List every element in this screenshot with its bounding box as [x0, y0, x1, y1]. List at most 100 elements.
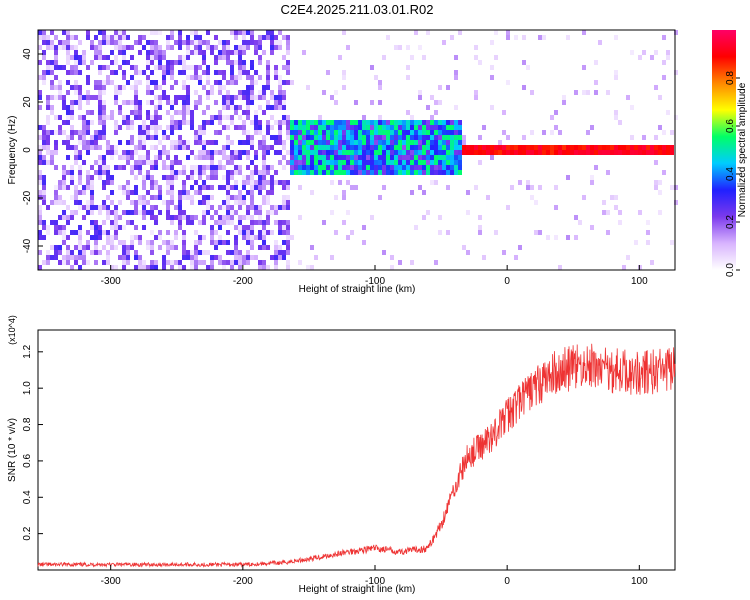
spectrogram-cell — [146, 115, 150, 120]
spectrogram-cell — [382, 165, 386, 170]
spectrogram-cell — [214, 255, 218, 260]
spectrogram-cell — [86, 140, 90, 145]
spectrogram-cell — [534, 145, 538, 150]
spectrogram-cell — [330, 180, 334, 185]
spectrogram-cell — [122, 240, 126, 245]
spectrogram-cell — [650, 55, 654, 60]
spectrogram-cell — [226, 180, 230, 185]
spectrogram-cell — [382, 170, 386, 175]
spectrogram-cell — [170, 175, 174, 180]
spectrogram-cell — [310, 190, 314, 195]
spectrogram-cell — [674, 115, 678, 120]
colorbar-tick-label: 0.2 — [725, 215, 736, 229]
spectrogram-cell — [282, 225, 286, 230]
spectrogram-cell — [158, 45, 162, 50]
spectrogram-cell — [142, 175, 146, 180]
spectrogram-cell — [442, 150, 446, 155]
spectrogram-cell — [214, 70, 218, 75]
spectrogram-cell — [54, 50, 58, 55]
spectrogram-cell — [162, 65, 166, 70]
spectrogram-cell — [238, 150, 242, 155]
spectrogram-cell — [394, 120, 398, 125]
spectrogram-cell — [270, 230, 274, 235]
spectrogram-cell — [602, 200, 606, 205]
spectrogram-cell — [214, 35, 218, 40]
spectrogram-cell — [346, 125, 350, 130]
spectrogram-cell — [110, 240, 114, 245]
spectrogram-cell — [602, 145, 606, 150]
spectrogram-cell — [70, 145, 74, 150]
spectrogram-cell — [54, 75, 58, 80]
spectrogram-cell — [98, 120, 102, 125]
spectrogram-cell — [122, 115, 126, 120]
spectrogram-cell — [346, 45, 350, 50]
spectrogram-cell — [158, 60, 162, 65]
spectrogram-cell — [194, 240, 198, 245]
spectrogram-cell — [42, 70, 46, 75]
spectrogram-cell — [98, 30, 102, 35]
spectrogram-cell — [322, 220, 326, 225]
spectrogram-cell — [274, 70, 278, 75]
spectrogram-cell — [262, 95, 266, 100]
spectrogram-cell — [330, 130, 334, 135]
spectrogram-cell — [362, 120, 366, 125]
spectrogram-cell — [454, 170, 458, 175]
spectrogram-cell — [182, 140, 186, 145]
spectrogram-cell — [170, 140, 174, 145]
spectrogram-cell — [366, 140, 370, 145]
spectrogram-cell — [202, 180, 206, 185]
spectrogram-cell — [282, 80, 286, 85]
spectrogram-cell — [222, 185, 226, 190]
spectrogram-cell — [58, 200, 62, 205]
spectrogram-cell — [66, 80, 70, 85]
spectrogram-cell — [322, 90, 326, 95]
spectrogram-cell — [66, 235, 70, 240]
spectrogram-cell — [90, 165, 94, 170]
spectrogram-cell — [266, 180, 270, 185]
spectrogram-cell — [526, 180, 530, 185]
spectrogram-cell — [610, 195, 614, 200]
spectrogram-cell — [274, 180, 278, 185]
spectrogram-cell — [42, 220, 46, 225]
spectrogram-cell — [306, 135, 310, 140]
spectrogram-cell — [94, 235, 98, 240]
spectrogram-cell — [462, 135, 466, 140]
spectrogram-cell — [382, 155, 386, 160]
spectrogram-cell — [114, 145, 118, 150]
spectrogram-cell — [70, 210, 74, 215]
spectrogram-cell — [174, 245, 178, 250]
spectrogram-cell — [406, 170, 410, 175]
spectrogram-cell — [242, 40, 246, 45]
spectrogram-cell — [226, 95, 230, 100]
spectrogram-cell — [254, 165, 258, 170]
spectrogram-cell — [418, 95, 422, 100]
spectrogram-cell — [254, 235, 258, 240]
spectrogram-cell — [126, 190, 130, 195]
spectrogram-cell — [94, 220, 98, 225]
spectrogram-cell — [494, 145, 498, 150]
spectrogram-cell — [614, 205, 618, 210]
spectrogram-cell — [330, 255, 334, 260]
spectrogram-cell — [286, 205, 290, 210]
spectrogram-cell — [438, 170, 442, 175]
spectrogram-cell — [78, 60, 82, 65]
spectrogram-cell — [178, 260, 182, 265]
spectrogram-cell — [482, 255, 486, 260]
spectrogram-cell — [154, 115, 158, 120]
spectrogram-cell — [238, 190, 242, 195]
spectrogram-cell — [66, 215, 70, 220]
spectrogram-cell — [258, 140, 262, 145]
spectrogram-cell — [70, 35, 74, 40]
spectrogram-cell — [102, 245, 106, 250]
spectrogram-cell — [46, 45, 50, 50]
spectrogram-cell — [430, 160, 434, 165]
spectrogram-cell — [330, 95, 334, 100]
spectrogram-cell — [426, 105, 430, 110]
spectrogram-cell — [78, 180, 82, 185]
spectrogram-cell — [142, 200, 146, 205]
spectrogram-cell — [270, 205, 274, 210]
spectrogram-cell — [262, 175, 266, 180]
spectrogram-cell — [286, 35, 290, 40]
spectrogram-cell — [422, 215, 426, 220]
spectrogram-cell — [370, 100, 374, 105]
